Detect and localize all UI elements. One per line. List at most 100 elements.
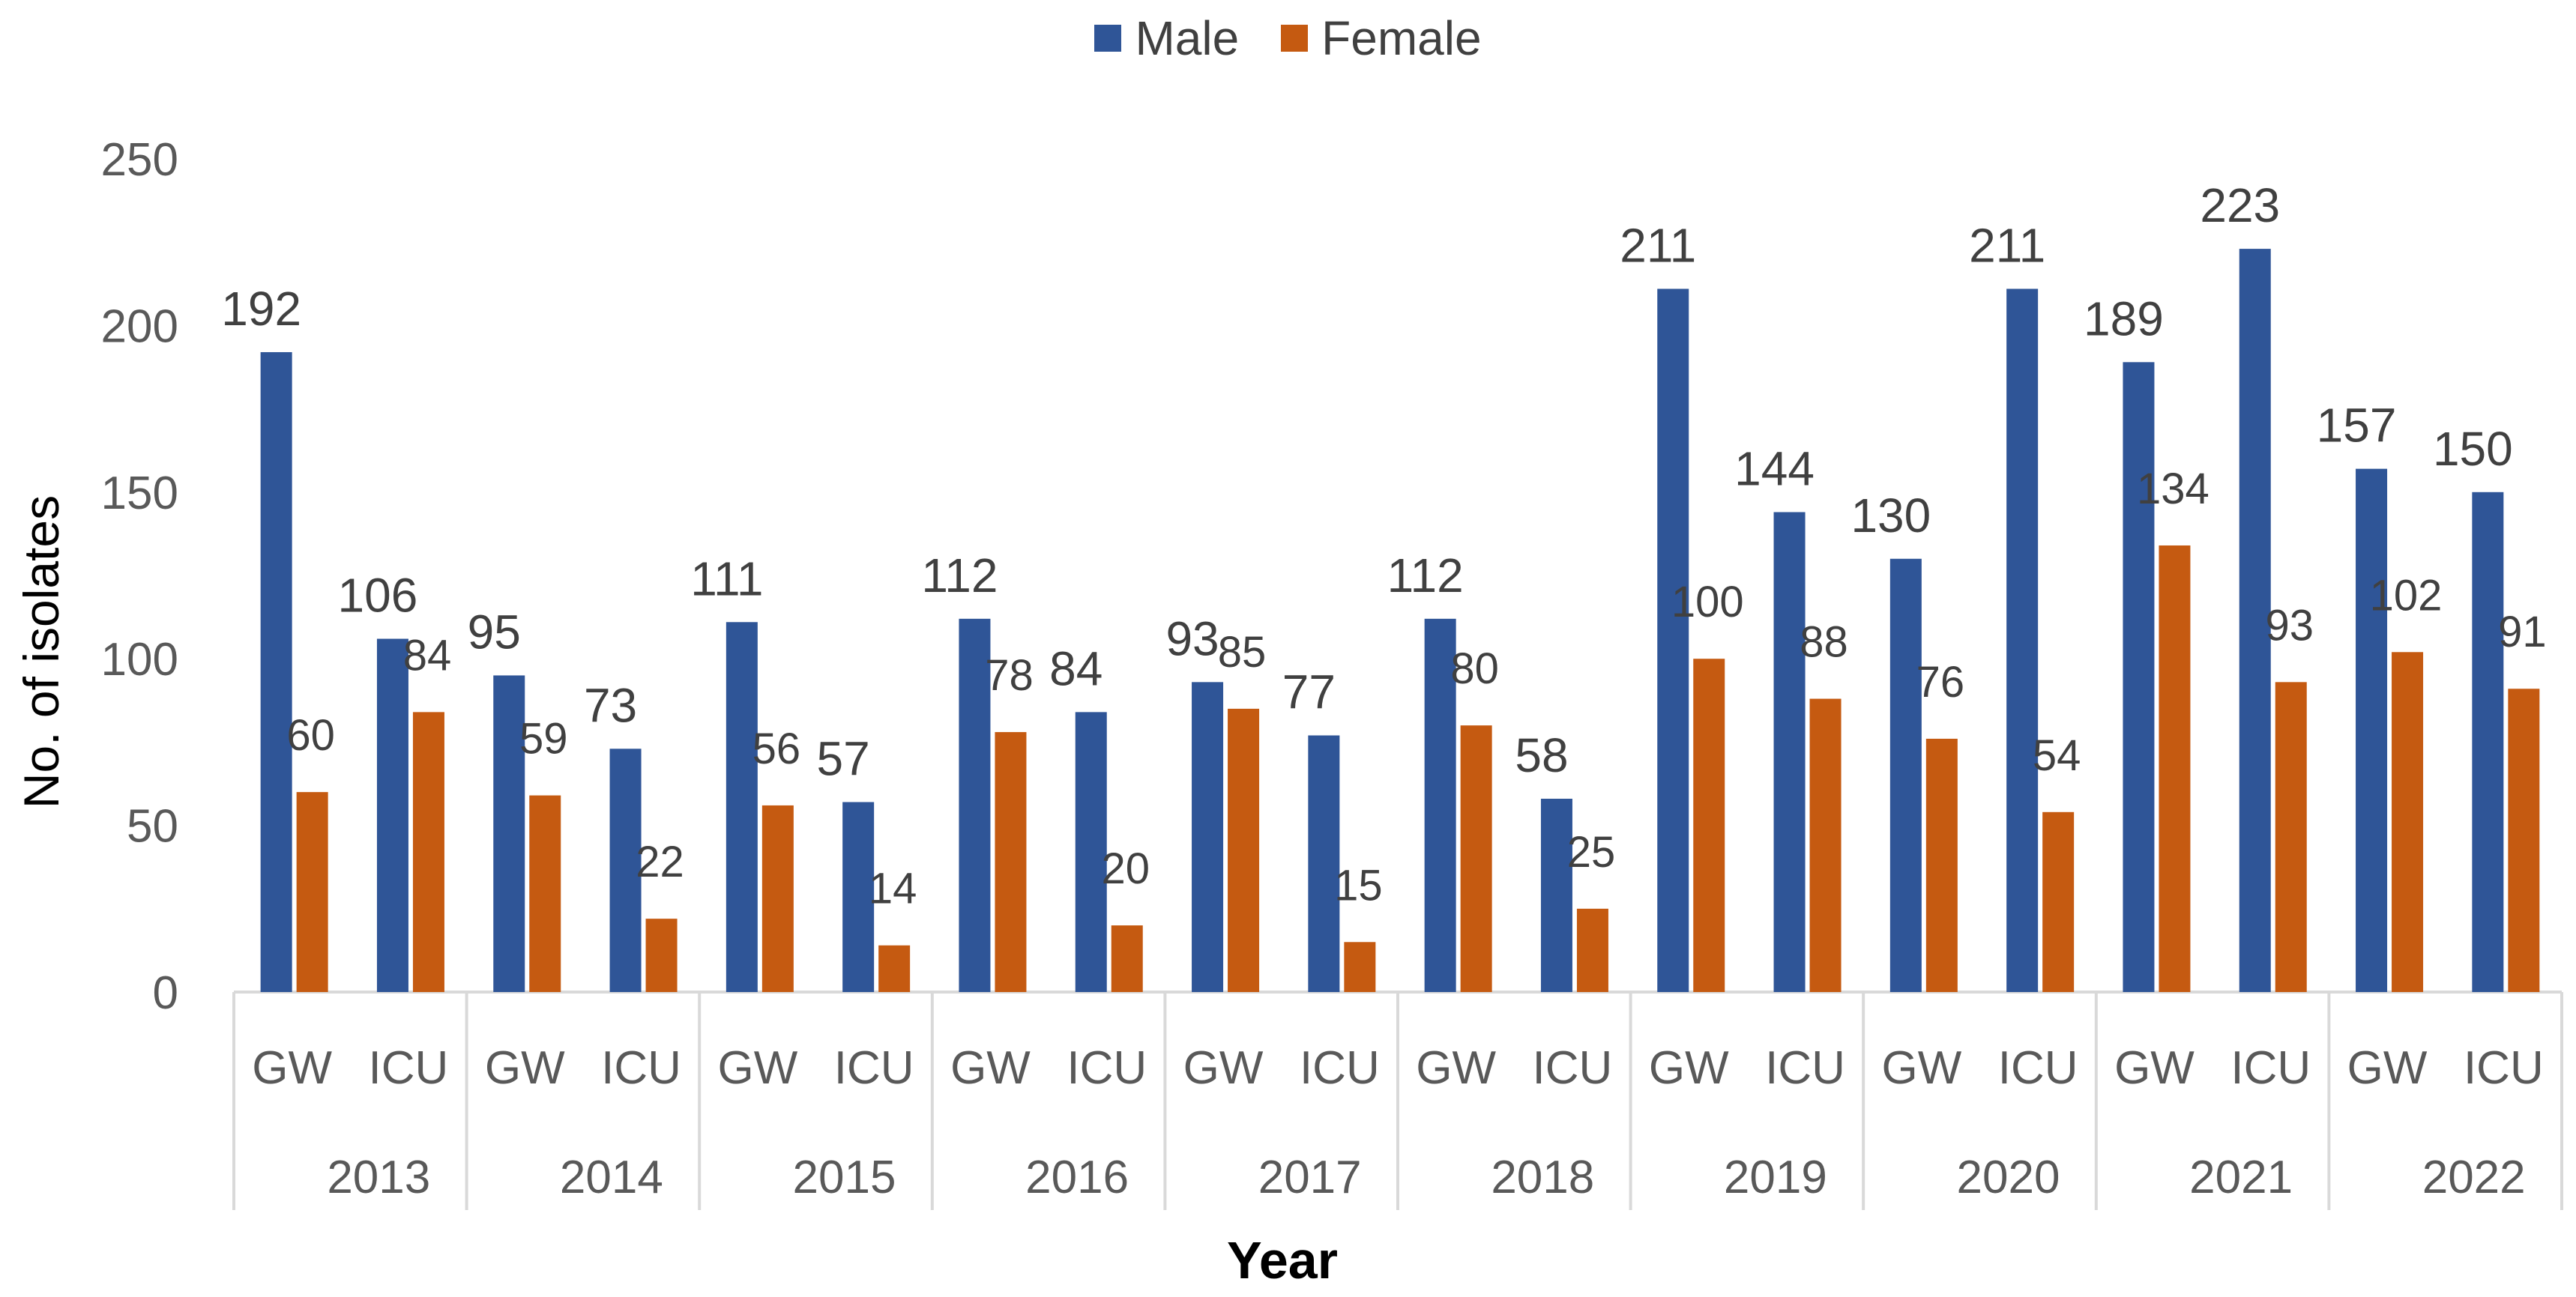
x-tick-label-ward: ICU <box>834 1042 914 1094</box>
legend-item-female: Female <box>1281 10 1482 66</box>
x-tick-label-year: 2014 <box>560 1152 663 1203</box>
data-label-male: 77 <box>1282 665 1336 719</box>
bar-male-2022-icu <box>2472 492 2504 992</box>
data-label-male: 106 <box>338 569 418 623</box>
bar-female-2014-icu <box>645 919 678 992</box>
bar-male-2019-icu <box>1773 512 1806 992</box>
bar-male-2022-gw <box>2356 468 2388 992</box>
legend-label-female: Female <box>1321 11 1482 65</box>
x-tick-label-ward: GW <box>717 1042 797 1094</box>
data-label-female: 14 <box>869 865 917 913</box>
data-label-female: 56 <box>752 725 801 773</box>
data-label-female: 60 <box>286 711 335 760</box>
data-label-female: 100 <box>1671 578 1744 626</box>
data-label-female: 20 <box>1101 844 1150 893</box>
x-axis-label: Year <box>1227 1231 1338 1290</box>
x-tick-label-year: 2020 <box>1957 1152 2060 1203</box>
data-label-male: 112 <box>1387 548 1464 602</box>
x-tick-label-year: 2019 <box>1724 1152 1827 1203</box>
bar-female-2021-icu <box>2275 682 2307 992</box>
bar-female-2017-icu <box>1344 942 1376 992</box>
bar-male-2013-icu <box>376 638 408 992</box>
x-tick-label-ward: ICU <box>369 1042 449 1094</box>
data-label-female: 80 <box>1450 644 1499 693</box>
data-label-male: 144 <box>1734 441 1815 495</box>
bar-female-2021-gw <box>2159 545 2191 992</box>
data-label-female: 25 <box>1567 828 1616 877</box>
x-tick-label-year: 2013 <box>327 1152 430 1203</box>
data-label-female: 102 <box>2370 571 2443 620</box>
data-label-male: 93 <box>1165 611 1219 665</box>
x-tick-label-ward: ICU <box>1765 1042 1845 1094</box>
y-tick-label: 200 <box>101 300 178 352</box>
x-tick-label-ward: GW <box>1881 1042 1961 1094</box>
data-label-female: 91 <box>2498 608 2547 656</box>
x-tick-label-ward: GW <box>252 1042 332 1094</box>
data-label-male: 84 <box>1049 641 1103 695</box>
x-tick-label-ward: ICU <box>2464 1042 2544 1094</box>
chart-axes: 0 50 100 150 200 250 GW ICU GW ICU GW ICU GW ICU GW ICU… <box>101 134 2563 1210</box>
data-label-female: 88 <box>1800 618 1848 667</box>
data-label-male: 58 <box>1515 728 1568 782</box>
data-label-male: 223 <box>2200 178 2280 232</box>
x-tick-label-ward: ICU <box>1067 1042 1147 1094</box>
bar-male-2021-gw <box>2123 362 2155 992</box>
data-label-female: 15 <box>1334 861 1383 910</box>
data-label-male: 189 <box>2084 291 2164 345</box>
bar-male-2018-gw <box>1424 618 1456 992</box>
data-label-male: 95 <box>468 605 521 659</box>
data-label-male: 73 <box>584 678 637 732</box>
x-tick-label-ward: GW <box>1183 1042 1264 1094</box>
data-label-male: 211 <box>1969 218 2045 272</box>
y-tick-label: 0 <box>153 967 178 1019</box>
x-tick-label-ward: GW <box>1416 1042 1496 1094</box>
bar-female-2018-icu <box>1576 908 1608 992</box>
x-tick-label-year: 2017 <box>1258 1152 1362 1203</box>
data-label-male: 111 <box>690 551 763 605</box>
data-label-female: 93 <box>2265 601 2314 650</box>
x-tick-label-ward: GW <box>950 1042 1031 1094</box>
bar-male-2020-gw <box>1889 558 1922 992</box>
bar-male-2017-icu <box>1308 735 1340 992</box>
data-label-male: 130 <box>1850 489 1931 542</box>
x-tick-label-ward: ICU <box>1300 1042 1380 1094</box>
bar-female-2020-icu <box>2042 811 2075 992</box>
x-tick-label-ward: GW <box>2347 1042 2428 1094</box>
data-label-male: 112 <box>921 548 998 602</box>
x-tick-label-year: 2016 <box>1025 1152 1129 1203</box>
bar-male-2014-gw <box>493 675 525 992</box>
x-tick-label-ward: GW <box>485 1042 565 1094</box>
bar-male-2013-gw <box>260 351 292 992</box>
data-label-female: 54 <box>2033 731 2081 780</box>
x-tick-label-year: 2022 <box>2422 1152 2526 1203</box>
x-tick-label-year: 2021 <box>2189 1152 2293 1203</box>
chart-data-labels: 192 106 95 73 111 57 112 84 93 77 112 58 211 144 130 21… <box>221 178 2546 913</box>
bar-female-2013-gw <box>296 792 328 992</box>
legend-swatch-male <box>1094 25 1122 52</box>
data-label-male: 211 <box>1620 218 1696 272</box>
bar-female-2016-icu <box>1111 925 1143 992</box>
bar-female-2015-icu <box>878 945 911 992</box>
data-label-female: 85 <box>1218 628 1267 677</box>
data-label-female: 78 <box>985 651 1034 700</box>
x-tick-label-year: 2018 <box>1491 1152 1594 1203</box>
bar-male-2018-icu <box>1540 799 1572 992</box>
bar-female-2015-gw <box>761 805 794 992</box>
y-tick-label: 150 <box>101 468 178 519</box>
bar-female-2016-gw <box>995 732 1027 992</box>
legend-item-male: Male <box>1094 10 1239 66</box>
data-label-male: 150 <box>2433 422 2513 476</box>
x-tick-label-ward: ICU <box>1998 1042 2078 1094</box>
x-tick-label-ward: GW <box>2114 1042 2195 1094</box>
bar-male-2014-icu <box>609 749 642 992</box>
bar-female-2019-icu <box>1809 698 1841 992</box>
x-tick-label-ward: ICU <box>1533 1042 1613 1094</box>
data-label-female: 76 <box>1916 658 1965 707</box>
chart-bars <box>260 249 2540 992</box>
bar-female-2022-gw <box>2392 652 2424 992</box>
y-axis-label: No. of isolates <box>13 495 69 808</box>
bar-female-2013-icu <box>412 712 444 992</box>
bar-male-2020-icu <box>2006 288 2039 992</box>
bar-female-2014-gw <box>529 795 561 992</box>
